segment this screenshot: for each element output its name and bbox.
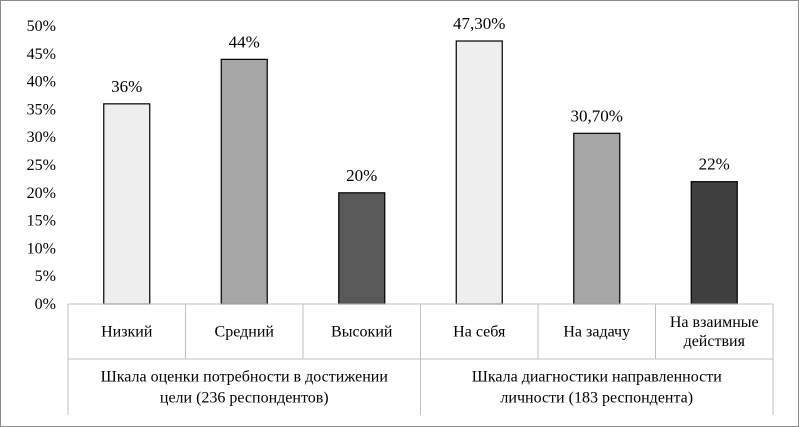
data-label: 36% <box>111 77 142 96</box>
bar <box>103 103 151 305</box>
x-tick-label: На себя <box>453 324 506 341</box>
y-tick-label: 5% <box>35 268 56 285</box>
bar <box>338 192 386 305</box>
y-tick-label: 40% <box>27 74 56 91</box>
x-tick-label: Средний <box>215 324 275 341</box>
y-tick-label: 20% <box>27 185 56 202</box>
group-label: Шкала диагностики направленности личности… <box>472 369 722 407</box>
bar <box>220 58 268 305</box>
x-tick-label: Низкий <box>101 324 153 341</box>
x-axis: Низкий Средний Высокий На себя На задачу На в… <box>67 303 774 415</box>
y-tick-label: 10% <box>27 240 56 257</box>
x-tick-label: На взаимные действия <box>670 314 759 350</box>
data-labels: 36% 44% 20% 47,30% 30,70% 22% <box>111 14 730 185</box>
y-tick-label: 15% <box>27 213 56 230</box>
x-tick-label: Высокий <box>331 324 393 341</box>
y-tick-label: 45% <box>27 46 56 63</box>
y-tick-label: 0% <box>35 296 56 313</box>
bar <box>455 40 503 305</box>
y-axis: 0% 5% 10% 15% 20% 25% 30% 35% 40% 45% 50% <box>27 18 56 313</box>
data-label: 47,30% <box>453 14 505 33</box>
data-label: 20% <box>346 166 377 185</box>
bars <box>103 40 738 305</box>
data-label: 44% <box>229 32 260 51</box>
group-label: Шкала оценки потребности в достижении цел… <box>101 369 389 407</box>
bar <box>573 132 621 305</box>
y-tick-label: 30% <box>27 129 56 146</box>
y-tick-label: 35% <box>27 101 56 118</box>
data-label: 30,70% <box>571 106 623 125</box>
data-label: 22% <box>699 155 730 174</box>
y-tick-label: 50% <box>27 18 56 35</box>
bar <box>690 181 738 305</box>
y-tick-label: 25% <box>27 157 56 174</box>
x-tick-label: На задачу <box>563 324 630 341</box>
